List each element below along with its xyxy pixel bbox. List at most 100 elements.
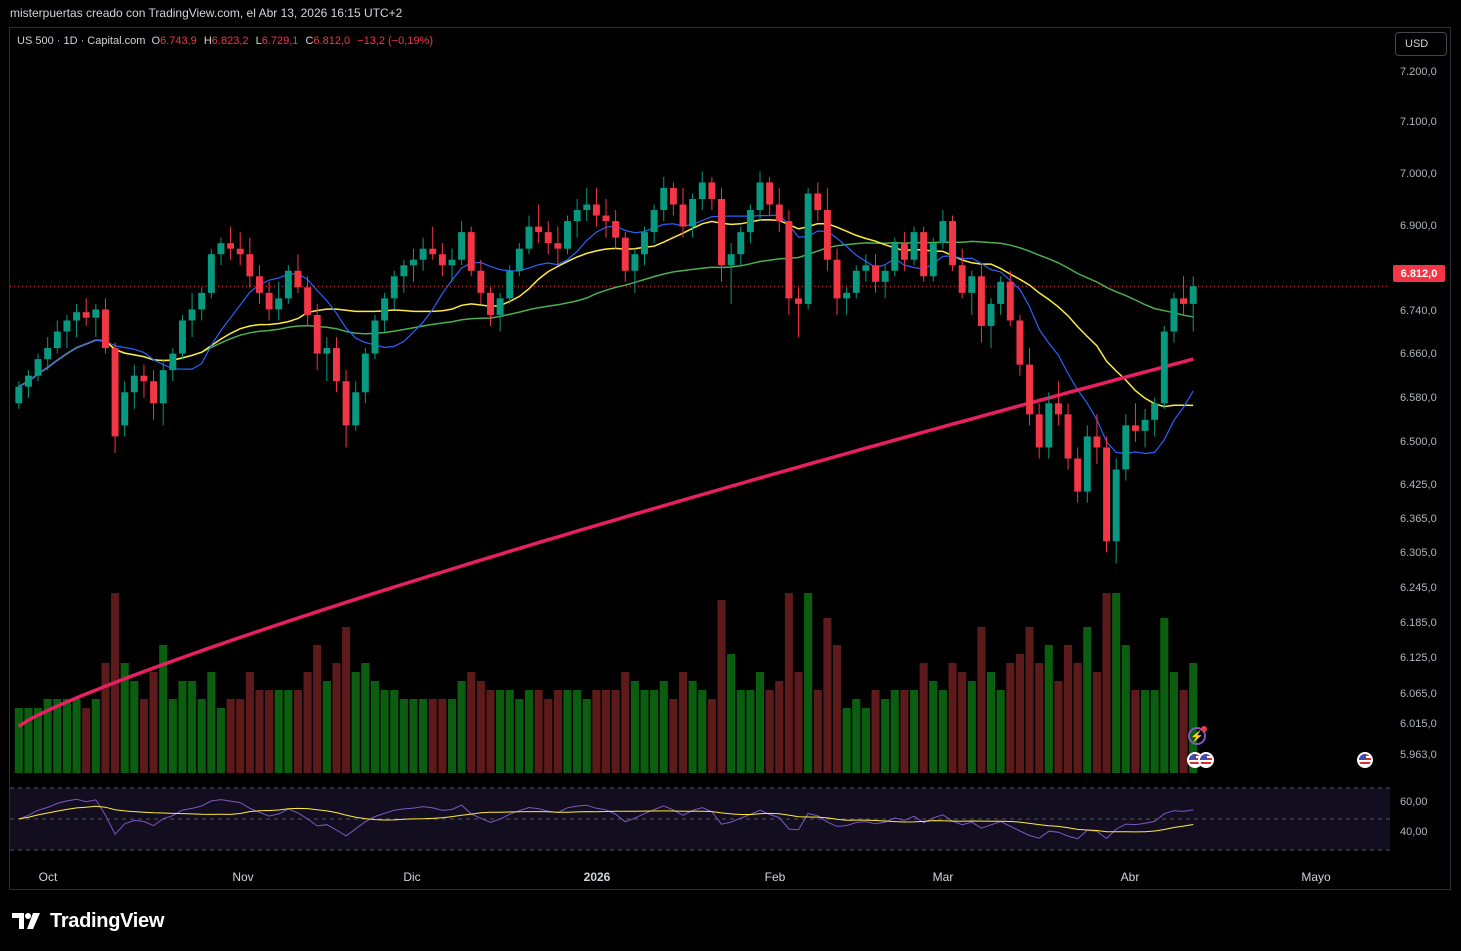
candle-body [843, 292, 851, 299]
legend-open-key: O [151, 35, 161, 47]
currency-button[interactable]: USD [1395, 32, 1447, 56]
candle-body [564, 221, 571, 249]
alert-icon[interactable]: ⚡ [1188, 726, 1207, 745]
us-flag-icon[interactable] [1198, 752, 1214, 768]
legend-high-value: 6.823,2 [211, 35, 249, 47]
volume-bar [370, 681, 380, 773]
volume-bar [630, 681, 639, 773]
candle-body [987, 303, 995, 326]
volume-bar [82, 708, 91, 773]
volume-bar [688, 681, 697, 773]
volume-bar [1015, 654, 1024, 773]
candle-body [448, 259, 456, 266]
candle-body [82, 312, 90, 318]
volume-bar [1179, 690, 1188, 773]
candle-body [833, 259, 841, 299]
volume-bar [351, 672, 360, 773]
time-axis-label: Nov [232, 870, 254, 884]
price-axis-label: 6.365,0 [1400, 513, 1437, 525]
volume-bar [265, 690, 274, 773]
volume-bar [467, 672, 476, 773]
candle-body [255, 276, 263, 293]
candle-body [227, 243, 235, 249]
candle-body [169, 353, 177, 371]
candle-body [1035, 414, 1043, 448]
candle-body [650, 210, 658, 233]
volume-bar [1121, 645, 1130, 773]
candle-body [284, 270, 292, 299]
candle-body [727, 254, 735, 266]
legend-symbol[interactable]: US 500 · 1D · Capital.com [17, 35, 146, 47]
volume-bar [1189, 663, 1198, 773]
candle-body [1103, 447, 1111, 542]
candle-body [689, 198, 697, 227]
symbol-legend[interactable]: US 500 · 1D · Capital.com O6.743,9 H6.82… [17, 35, 433, 47]
volume-bar [1160, 618, 1169, 773]
volume-bar [428, 699, 437, 773]
candle-body [881, 270, 889, 282]
alert-dot-icon [1201, 726, 1207, 732]
volume-bar [168, 699, 177, 773]
candle-body [159, 370, 167, 404]
volume-bar [986, 672, 996, 773]
price-axis-label: 7.000,0 [1400, 168, 1437, 180]
candle-body [1189, 286, 1197, 304]
candle-body [1122, 425, 1130, 470]
candle-body [121, 392, 129, 426]
volume-bar [823, 618, 832, 773]
volume-bar [938, 690, 947, 773]
volume-bar [678, 672, 688, 773]
candle-body [352, 392, 360, 426]
volume-bar [380, 690, 389, 773]
volume-bar [794, 672, 803, 773]
volume-bar [611, 690, 620, 773]
volume-bar [24, 708, 33, 773]
candle-body [313, 314, 321, 354]
price-axis-label: 6.065,0 [1400, 688, 1437, 700]
candle-body [1016, 320, 1024, 365]
candle-body [602, 215, 610, 222]
candle-body [977, 276, 985, 326]
volume-bar [313, 645, 322, 773]
volume-bar [62, 699, 71, 773]
candle-body [804, 193, 812, 304]
volume-bar [832, 645, 842, 773]
candle-body [140, 375, 148, 382]
volume-bar [852, 699, 861, 773]
candle-body [294, 270, 302, 288]
candle-body [506, 270, 514, 299]
volume-bar [524, 690, 534, 773]
volume-bar [563, 690, 572, 773]
volume-bar [1044, 645, 1053, 773]
price-axis-label: 6.245,0 [1400, 582, 1437, 594]
price-axis-label: 6.900,0 [1400, 220, 1437, 232]
candle-body [1180, 298, 1188, 304]
legend-close-value: 6.812,0 [313, 35, 351, 47]
ma-200-line [17, 357, 1194, 728]
candle-body [458, 232, 466, 260]
candle-body [467, 232, 475, 271]
ma-mid-line [18, 218, 1194, 408]
us-flag-icon[interactable] [1357, 752, 1373, 768]
candle-body [438, 254, 446, 266]
volume-bar [1131, 690, 1140, 773]
candle-body [862, 265, 870, 271]
chart-frame[interactable] [9, 27, 1451, 890]
volume-bar [284, 690, 293, 773]
candle-body [573, 210, 581, 222]
volume-bar [43, 699, 52, 773]
volume-bar [216, 708, 226, 773]
candle-body [15, 386, 23, 404]
volume-bar [1150, 690, 1159, 773]
price-axis-label: 6.185,0 [1400, 617, 1437, 629]
volume-bar [755, 672, 765, 773]
candle-body [429, 248, 437, 255]
candle-body [371, 320, 379, 354]
volume-bar [881, 699, 890, 773]
price-axis-label: 5.963,0 [1400, 749, 1437, 761]
volume-bar [707, 699, 716, 773]
candle-body [1045, 403, 1053, 448]
candle-body [612, 221, 620, 238]
candle-body [265, 292, 273, 310]
